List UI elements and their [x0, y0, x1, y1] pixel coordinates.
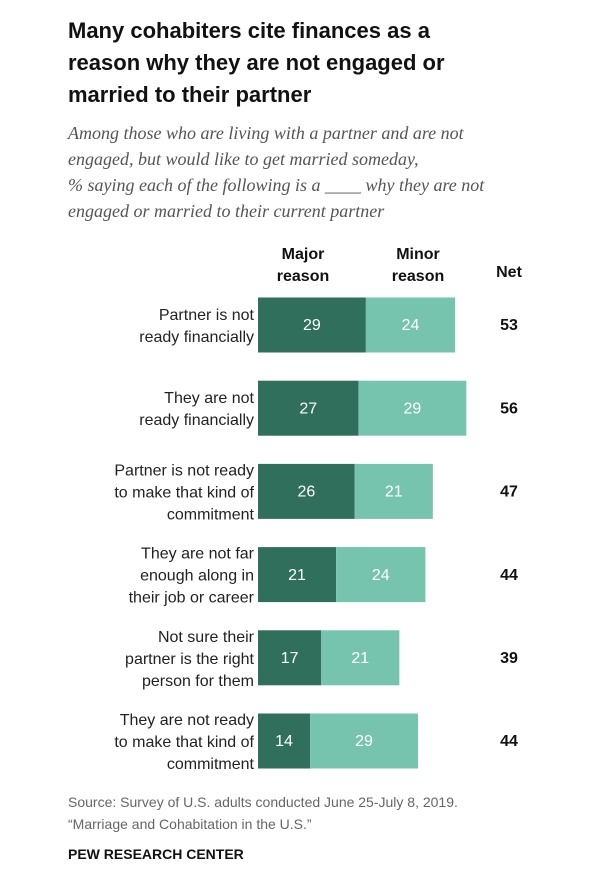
chart-subtitle: % saying each of the following is a ____…: [68, 175, 485, 195]
value-label: 26: [297, 484, 315, 501]
value-label: 27: [299, 400, 317, 417]
chart-subtitle: Among those who are living with a partne…: [67, 123, 465, 143]
bar-segment: [321, 630, 400, 686]
category-label: They are not ready to make that kind of co…: [114, 712, 254, 773]
bar-segment: [258, 713, 311, 769]
total-value: 56: [500, 400, 518, 417]
bar-segment: [365, 297, 456, 353]
category-label-line: commitment: [167, 506, 255, 523]
bar-segment: [258, 463, 355, 519]
total-value: 44: [500, 733, 518, 750]
value-label: 17: [281, 650, 299, 667]
bar-segment: [354, 463, 433, 519]
value-label: 29: [355, 733, 373, 750]
value-label: 21: [288, 567, 306, 584]
category-label-line: person for them: [142, 673, 254, 690]
bar-segment: [258, 297, 366, 353]
category-label-line: enough along in: [140, 568, 254, 585]
bar-segment: [336, 547, 426, 603]
source-note: Source: Survey of U.S. adults conducted …: [68, 794, 458, 810]
category-label-line: Partner is not: [159, 307, 255, 324]
bar-segment: [310, 713, 418, 769]
category-label: They are not far enough along in their job…: [129, 546, 255, 607]
category-label: Not sure their partner is the right person…: [125, 629, 255, 690]
chart-subtitle: engaged, but would like to get married s…: [68, 149, 418, 169]
source-note: “Marriage and Cohabitation in the U.S.”: [68, 816, 312, 832]
category-label-line: They are not: [164, 390, 254, 407]
bar-segment: [258, 380, 359, 436]
legend-label: Major reason: [276, 246, 330, 285]
chart-title: married to their partner: [68, 82, 312, 107]
chart-subtitle: engaged or married to their current part…: [68, 201, 385, 221]
category-label-line: They are not ready: [120, 712, 254, 729]
value-label: 21: [385, 484, 403, 501]
value-label: 21: [351, 650, 369, 667]
category-label-line: to make that kind of: [114, 484, 254, 501]
category-label-line: ready financially: [139, 412, 254, 429]
chart-title: reason why they are not engaged or: [68, 50, 445, 75]
legend-label: Minor reason: [391, 246, 445, 285]
total-value: 47: [500, 484, 518, 501]
bar-segment: [258, 547, 337, 603]
value-label: 14: [275, 733, 293, 750]
category-label-line: to make that kind of: [114, 734, 254, 751]
total-value: 53: [500, 317, 518, 334]
category-label-line: Not sure their: [158, 629, 255, 646]
value-label: 29: [403, 400, 421, 417]
bar-segment: [358, 380, 467, 436]
category-label-line: They are not far: [141, 546, 255, 563]
total-value: 39: [500, 650, 518, 667]
category-label-line: commitment: [167, 756, 255, 773]
category-label-line: partner is the right: [125, 651, 255, 668]
totals-header: Net: [496, 264, 522, 281]
category-label-line: their job or career: [129, 590, 255, 607]
value-label: 24: [372, 567, 390, 584]
category-label: Partner is not ready to make that kind of…: [114, 462, 254, 523]
total-value: 44: [500, 567, 518, 584]
credit: PEW RESEARCH CENTER: [68, 846, 244, 862]
category-label-line: ready financially: [139, 329, 254, 346]
category-label-line: Partner is not ready: [114, 462, 254, 479]
chart-title: Many cohabiters cite finances as a: [68, 18, 431, 43]
category-label: Partner is not ready financially: [139, 307, 254, 346]
bar-segment: [258, 630, 322, 686]
value-label: 29: [303, 317, 321, 334]
value-label: 24: [402, 317, 420, 334]
category-label: They are not ready financially: [139, 390, 254, 429]
